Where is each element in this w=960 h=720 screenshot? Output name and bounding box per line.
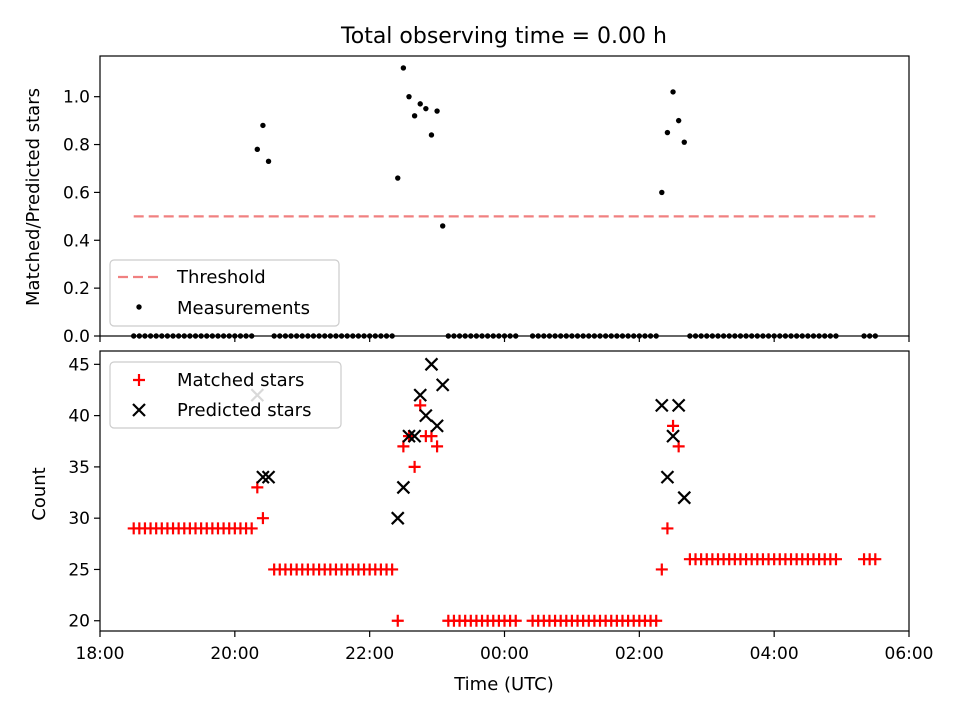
matched-star-point (391, 614, 404, 627)
predicted-star-point (396, 480, 411, 495)
top-legend-box (109, 259, 340, 327)
matched-star-point (655, 563, 668, 576)
top-panel: 0.0 0.2 0.4 0.6 0.8 1.0 Threshold Measurements (63, 55, 910, 347)
top-y-tick-label: 0.8 (63, 136, 90, 156)
bottom-legend-box (109, 361, 342, 429)
bottom-y-tick-label: 40 (68, 407, 90, 427)
top-legend: Threshold Measurements (109, 259, 340, 327)
matched-star-point (509, 614, 522, 627)
bottom-y-axis-label: Count (29, 467, 50, 520)
legend-matched-label: Matched stars (177, 370, 304, 391)
predicted-star-point (424, 357, 439, 372)
matched-star-point (431, 440, 444, 453)
matched-star-point (650, 614, 663, 627)
predicted-star-point (671, 398, 686, 413)
x-axis-label: Time (UTC) (453, 674, 554, 695)
measurement-point (411, 113, 418, 119)
bottom-y-tick-label: 35 (68, 458, 90, 478)
matched-star-point (829, 553, 842, 566)
legend-predicted-swatch (132, 403, 146, 417)
predicted-star-point (660, 470, 675, 484)
bottom-y-tick-label: 25 (68, 560, 90, 580)
measurement-point (417, 101, 423, 107)
legend-matched-swatch (133, 374, 145, 386)
legend-threshold-label: Threshold (176, 267, 266, 288)
legend-predicted-label: Predicted stars (177, 400, 311, 421)
bottom-x-tick-label: 06:00 (885, 644, 934, 664)
predicted-star-point (413, 388, 428, 402)
predicted-star-point (430, 419, 444, 433)
matched-star-point (256, 512, 269, 525)
predicted-star-point (677, 490, 692, 505)
predicted-star-point (402, 429, 416, 443)
top-y-tick-label: 0.2 (63, 279, 90, 299)
top-y-tick-label: 1.0 (63, 88, 90, 108)
matched-star-point (667, 419, 680, 432)
predicted-star-point (435, 378, 450, 392)
matched-star-point (245, 522, 258, 535)
matched-star-point (386, 563, 399, 576)
predicted-star-point (390, 511, 405, 525)
predicted-star-point (666, 429, 680, 443)
predicted-star-point (655, 398, 669, 413)
measurement-point (440, 223, 446, 229)
top-y-tick-label: 0.0 (63, 327, 90, 347)
measurement-point (423, 105, 429, 112)
predicted-star-point (261, 470, 276, 484)
bottom-y-tick-label: 30 (68, 509, 90, 529)
measurement-point (659, 189, 665, 196)
measurement-point (400, 65, 407, 71)
matched-star-point (661, 522, 674, 535)
measurement-point (675, 117, 682, 124)
bottom-x-tick-label: 04:00 (750, 644, 799, 664)
matched-star-point (408, 460, 421, 473)
legend-measurements-swatch (136, 304, 142, 310)
chart-title: Total observing time = 0.00 h (340, 24, 667, 49)
measurement-point (260, 122, 266, 129)
bottom-x-tick-label: 22:00 (345, 644, 394, 664)
legend-measurements-label: Measurements (177, 298, 310, 319)
predicted-star-point (256, 470, 270, 484)
top-y-tick-label: 0.6 (63, 183, 90, 203)
measurement-point (434, 108, 440, 114)
bottom-legend: Matched stars Predicted stars (109, 361, 342, 429)
bottom-x-tick-label: 02:00 (615, 644, 664, 664)
measurement-point (254, 146, 261, 153)
measurement-point (265, 158, 272, 164)
bottom-x-tick-label: 00:00 (480, 644, 529, 664)
measurement-point (670, 89, 676, 95)
predicted-star-point (419, 408, 433, 423)
matched-star-point (869, 553, 882, 566)
top-y-tick-label: 0.4 (63, 231, 90, 251)
top-y-axis-label: Matched/Predicted stars (23, 88, 44, 306)
bottom-y-tick-label: 45 (68, 355, 90, 375)
measurement-point (406, 93, 412, 100)
bottom-x-tick-label: 18:00 (76, 644, 125, 664)
measurement-point (664, 129, 671, 136)
measurement-point (395, 175, 401, 181)
measurement-point (428, 132, 435, 138)
bottom-x-tick-label: 20:00 (210, 644, 259, 664)
bottom-y-tick-label: 20 (68, 612, 90, 632)
predicted-star-point (407, 429, 422, 443)
bottom-panel: 20 25 30 35 40 45 18:00 20:00 22:00 00:00 02:00 04:… (68, 350, 934, 664)
measurement-point (681, 139, 687, 145)
